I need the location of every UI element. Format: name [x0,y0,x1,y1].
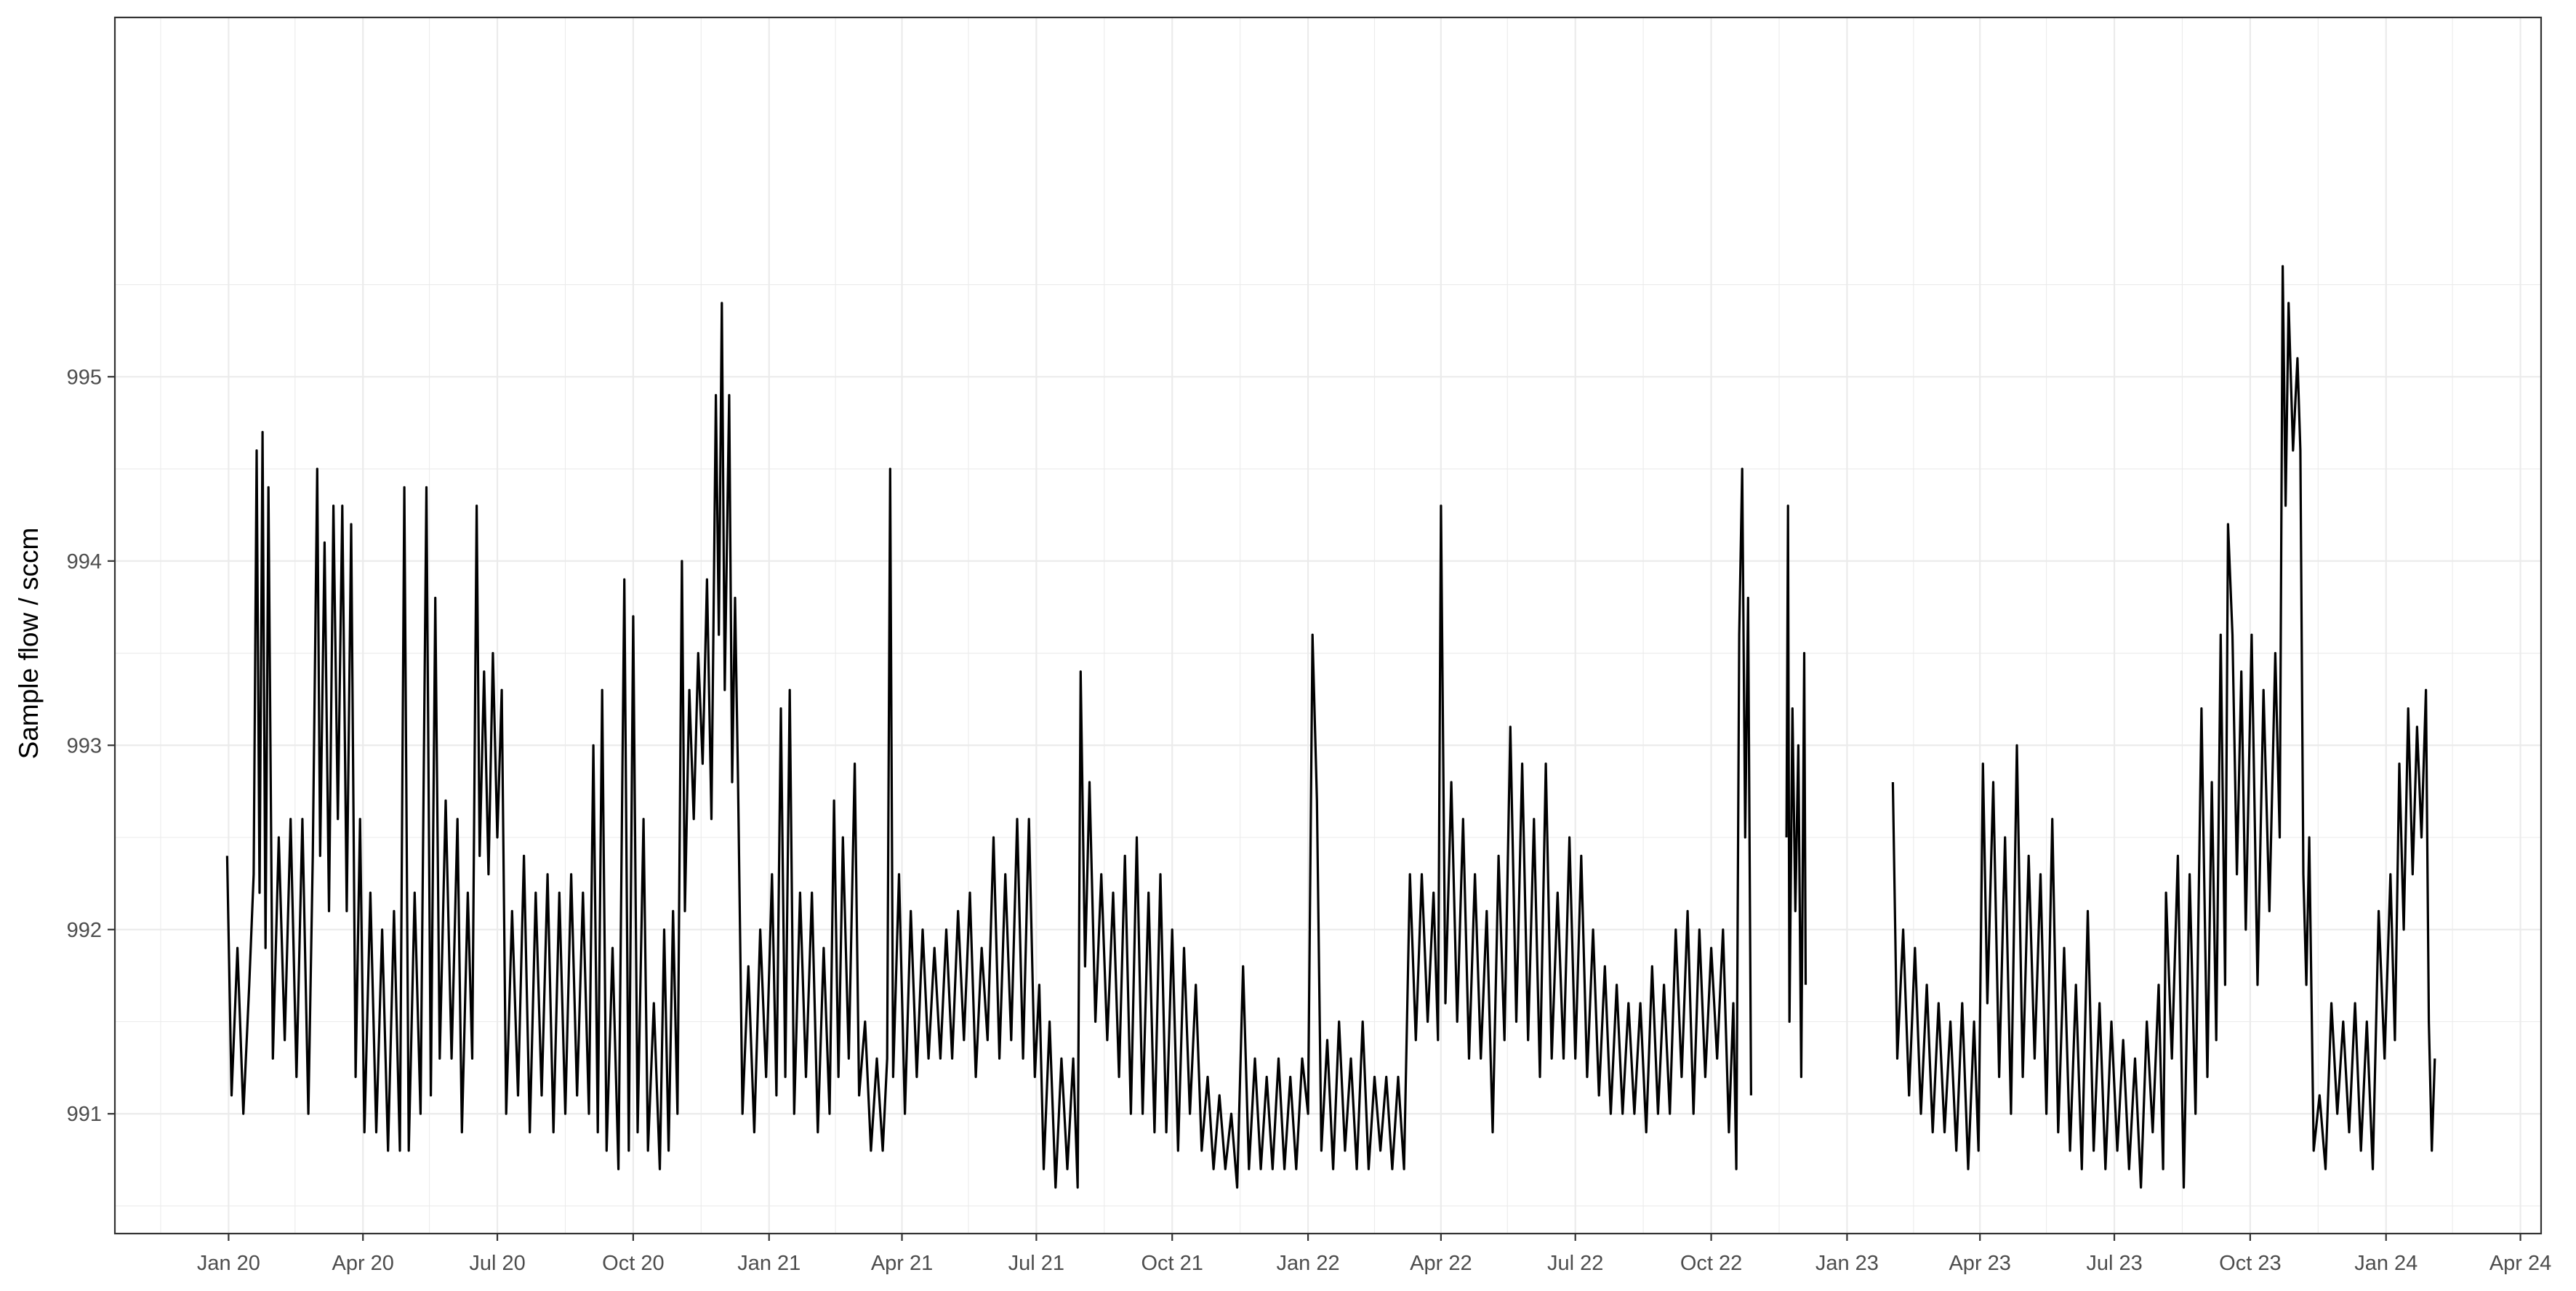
x-tick-label: Oct 22 [1680,1252,1742,1275]
minor-gridlines [115,17,2541,1234]
x-tick-label: Apr 20 [332,1252,393,1275]
sample-flow-series [225,265,2436,1189]
series-line-segment [225,302,1752,1189]
y-tick-label: 992 [67,919,102,942]
x-tick-label: Apr 21 [871,1252,933,1275]
series-line-segment [1891,265,2436,1189]
panel-border [113,16,2543,1235]
x-axis: Jan 20 Apr 20 Jul 20 Oct 20 Jan 21 Apr 21 Jul … [197,1234,2551,1275]
x-tick-label: Jan 22 [1277,1252,1340,1275]
x-tick-label: Apr 24 [2489,1252,2551,1275]
x-tick-label: Apr 22 [1410,1252,1472,1275]
y-tick-label: 993 [67,734,102,757]
x-tick-label: Oct 23 [2219,1252,2281,1275]
x-tick-label: Jul 21 [1008,1252,1064,1275]
y-tick-label: 994 [67,550,102,574]
series-line-segment [1785,504,1807,1079]
y-axis-title: Sample flow / sccm [14,528,44,760]
y-tick-label: 995 [67,366,102,389]
x-tick-label: Jul 20 [469,1252,525,1275]
x-tick-label: Jan 23 [1815,1252,1879,1275]
y-axis: 991 992 993 994 995 [67,366,115,1126]
x-tick-label: Apr 23 [1949,1252,2010,1275]
x-tick-label: Oct 20 [602,1252,664,1275]
x-tick-label: Jan 21 [737,1252,801,1275]
x-tick-label: Jan 24 [2354,1252,2417,1275]
x-tick-label: Jan 20 [197,1252,260,1275]
y-tick-label: 991 [67,1103,102,1126]
x-tick-label: Jul 23 [2086,1252,2142,1275]
x-tick-label: Jul 22 [1547,1252,1603,1275]
x-tick-label: Oct 21 [1141,1252,1203,1275]
